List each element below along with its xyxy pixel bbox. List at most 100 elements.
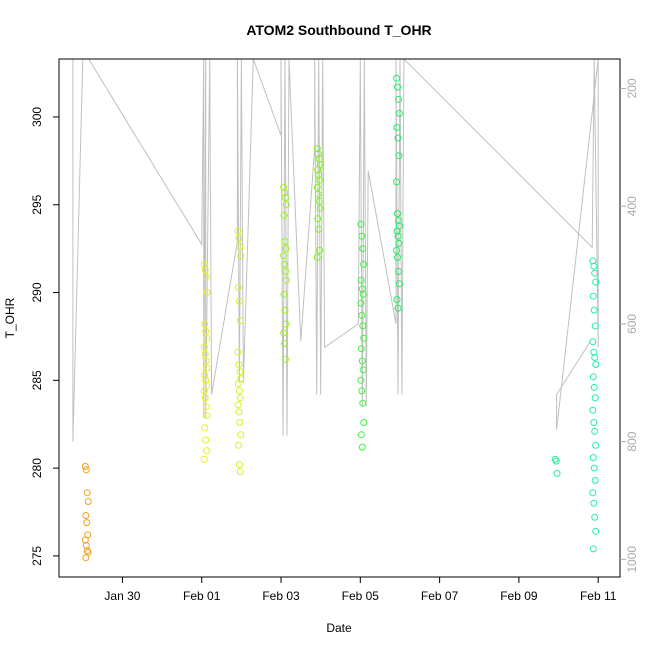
data-point (592, 278, 600, 286)
y2-tick-label: 400 (625, 196, 639, 216)
point-cluster (357, 220, 368, 451)
y2-tick-label: 1000 (625, 546, 639, 573)
y-tick-label: 290 (30, 282, 44, 302)
data-point (201, 350, 209, 358)
data-point (234, 380, 242, 388)
data-point (590, 383, 598, 391)
data-point (393, 246, 401, 254)
data-point (83, 519, 91, 527)
data-point (234, 227, 242, 235)
data-point (357, 431, 365, 439)
data-point (357, 376, 365, 384)
data-point (235, 408, 243, 416)
data-point (590, 262, 598, 270)
x-tick-label: Feb 07 (421, 589, 459, 603)
data-point (81, 536, 89, 544)
data-point (237, 431, 245, 439)
data-point (236, 468, 244, 476)
plot-frame (58, 58, 621, 578)
data-point (203, 334, 211, 342)
data-point (203, 289, 211, 296)
data-point (394, 232, 402, 240)
data-point (553, 469, 561, 477)
x-tick-label: Feb 01 (183, 589, 221, 603)
x-tick-label: Feb 03 (262, 589, 300, 603)
data-point (282, 355, 289, 363)
data-point (395, 95, 402, 103)
data-point (590, 464, 598, 472)
point-cluster (81, 462, 92, 562)
data-point (589, 454, 597, 462)
y-tick-label: 300 (30, 107, 44, 127)
data-point (202, 357, 210, 365)
data-point (589, 338, 597, 346)
y-axis-label: T_OHR (3, 297, 17, 338)
data-point (589, 545, 597, 553)
data-point (552, 457, 560, 465)
data-point (84, 498, 92, 505)
data-point (316, 204, 324, 212)
depth-track (72, 59, 599, 442)
data-point (281, 306, 289, 314)
data-point (395, 217, 402, 224)
data-point (359, 366, 367, 374)
data-point (235, 234, 243, 242)
data-point (281, 340, 288, 347)
data-point (235, 461, 243, 469)
data-point (591, 322, 599, 330)
data-point (282, 268, 289, 275)
data-point (82, 466, 90, 474)
data-point (395, 109, 403, 117)
data-point (358, 357, 366, 365)
data-point (282, 194, 289, 202)
data-point (236, 394, 244, 402)
data-point (202, 273, 210, 281)
data-point (200, 260, 208, 268)
data-point (359, 290, 367, 298)
data-point (83, 489, 91, 497)
data-point (360, 260, 368, 268)
data-point (200, 387, 208, 395)
data-point (394, 253, 401, 261)
y2-tick-label: 200 (625, 78, 639, 98)
data-point (589, 489, 597, 497)
data-point (314, 166, 322, 174)
data-point (234, 441, 242, 449)
data-point (203, 447, 211, 455)
data-point (395, 268, 402, 275)
x-axis-label: Date (326, 621, 352, 635)
point-cluster (313, 145, 324, 261)
x-tick-label: Feb 09 (500, 589, 538, 603)
data-point (591, 394, 599, 402)
data-point (282, 320, 290, 328)
data-point (360, 419, 368, 426)
data-point (395, 152, 403, 160)
data-point (394, 83, 401, 91)
data-point (237, 252, 245, 260)
data-point (314, 190, 322, 198)
data-point (314, 215, 322, 223)
data-point (589, 373, 597, 381)
data-point (234, 283, 242, 291)
y-tick-label: 285 (30, 370, 44, 390)
data-point (81, 462, 89, 470)
data-point (592, 361, 600, 368)
y-tick-label: 280 (30, 458, 44, 478)
data-point (357, 299, 365, 307)
data-point (359, 399, 367, 407)
data-point (236, 368, 244, 376)
data-point (394, 134, 402, 142)
data-point (201, 424, 209, 432)
data-point (202, 376, 210, 384)
data-point (281, 189, 288, 196)
point-cluster (551, 455, 561, 477)
y2-tick-label: 800 (625, 431, 639, 451)
data-point (234, 348, 242, 356)
data-point (315, 225, 323, 233)
data-point (201, 266, 209, 274)
data-point (314, 150, 322, 158)
data-point (282, 245, 290, 253)
data-point (280, 183, 288, 191)
data-point (591, 513, 599, 521)
